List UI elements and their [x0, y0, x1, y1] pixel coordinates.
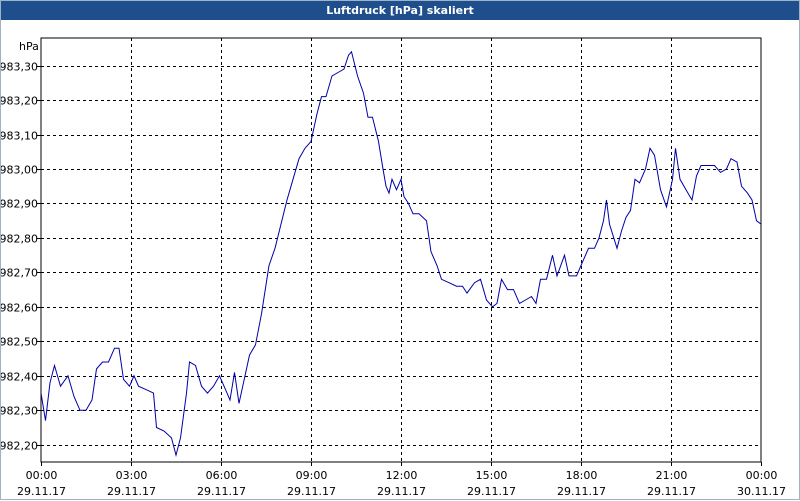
- y-tick-label: 983,20: [1, 95, 38, 108]
- x-tick-time-label: 03:00: [116, 469, 148, 482]
- x-tick-date-label: 29.11.17: [197, 485, 246, 498]
- y-tick-label: 983,10: [1, 130, 38, 143]
- y-tick-label: 982,60: [1, 302, 38, 315]
- x-tick-date-label: 29.11.17: [557, 485, 606, 498]
- y-tick-label: 982,30: [1, 405, 38, 418]
- y-tick-label: 982,40: [1, 371, 38, 384]
- y-axis-label: hPa: [19, 40, 39, 53]
- pressure-series-line: [41, 50, 761, 458]
- y-tick-label: 982,90: [1, 198, 38, 211]
- x-tick-date-label: 30.11.17: [737, 485, 786, 498]
- x-tick-time-label: 12:00: [386, 469, 418, 482]
- window-title: Luftdruck [hPa] skaliert: [1, 1, 799, 20]
- x-tick-date-label: 29.11.17: [467, 485, 516, 498]
- y-tick-label: 983,30: [1, 61, 38, 74]
- y-tick-label: 982,80: [1, 233, 38, 246]
- y-tick-label: 982,70: [1, 267, 38, 280]
- x-tick-time-label: 09:00: [296, 469, 328, 482]
- y-tick-label: 982,20: [1, 440, 38, 453]
- x-tick-date-label: 29.11.17: [107, 485, 156, 498]
- x-tick-date-label: 29.11.17: [377, 485, 426, 498]
- x-tick-date-label: 29.11.17: [647, 485, 696, 498]
- x-tick-time-label: 06:00: [206, 469, 238, 482]
- y-tick-label: 983,00: [1, 164, 38, 177]
- x-tick-time-label: 00:00: [26, 469, 58, 482]
- x-tick-time-label: 21:00: [656, 469, 688, 482]
- x-tick-time-label: 18:00: [566, 469, 598, 482]
- x-tick-date-label: 29.11.17: [287, 485, 336, 498]
- y-tick-label: 982,50: [1, 336, 38, 349]
- x-tick-date-label: 29.11.17: [17, 485, 66, 498]
- x-tick-time-label: 00:00: [746, 469, 778, 482]
- x-tick-time-label: 15:00: [476, 469, 508, 482]
